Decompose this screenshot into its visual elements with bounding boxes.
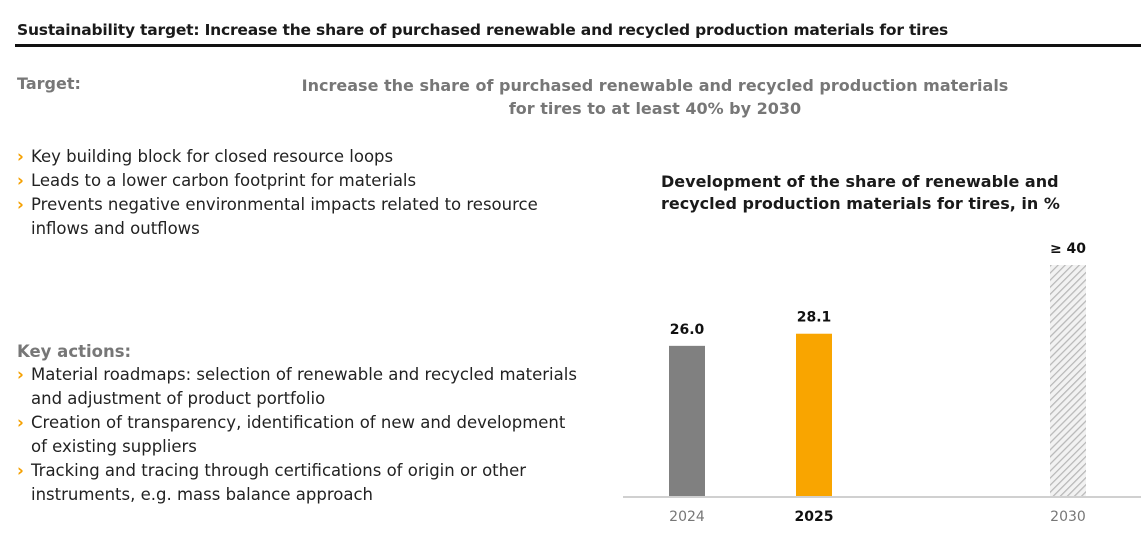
chevron-right-icon: › (17, 171, 24, 190)
page-title: Sustainability target: Increase the shar… (17, 21, 949, 39)
chevron-right-icon: › (17, 195, 24, 214)
target-label: Target: (17, 74, 81, 93)
bar-2030 (1050, 265, 1086, 496)
list-item: › Material roadmaps: selection of renewab… (17, 365, 577, 408)
list-item: › Tracking and tracing through certificat… (17, 461, 527, 504)
chevron-right-icon: › (17, 461, 24, 480)
data-label-2024: 26.0 (670, 322, 705, 338)
key-actions-heading: Key actions: (17, 342, 132, 361)
target-line-1: Increase the share of purchased renewabl… (301, 76, 1009, 95)
key-actions-list: › Material roadmaps: selection of renewab… (17, 363, 591, 507)
benefits-list: › Key building block for closed resource … (17, 145, 591, 241)
list-item: › Leads to a lower carbon footprint for m… (17, 169, 591, 193)
target-line-2: for tires to at least 40% by 2030 (508, 99, 802, 118)
chevron-right-icon: › (17, 147, 24, 166)
target-text: Increase the share of purchased renewabl… (300, 74, 1010, 120)
title-divider (15, 44, 1141, 47)
bar-2025 (796, 333, 832, 496)
x-tick-label-2025: 2025 (795, 509, 834, 525)
chart-title: Development of the share of renewable an… (661, 172, 1060, 213)
list-item: › Key building block for closed resource … (17, 145, 591, 169)
list-item: › Creation of transparency, identificatio… (17, 413, 566, 456)
data-label-2025: 28.1 (797, 310, 832, 326)
chevron-right-icon: › (17, 413, 24, 432)
bar-2024 (669, 345, 705, 496)
x-tick-label-2024: 2024 (669, 509, 705, 525)
chevron-right-icon: › (17, 365, 24, 384)
list-item: › Prevents negative environmental impacts… (17, 195, 538, 238)
x-tick-label-2030: 2030 (1050, 509, 1086, 525)
data-label-2030: ≥ 40 (1050, 241, 1086, 257)
